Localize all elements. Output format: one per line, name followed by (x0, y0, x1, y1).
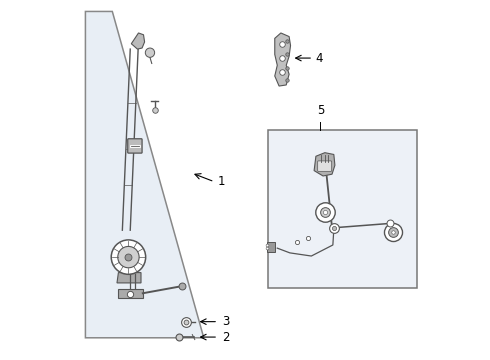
Text: 5: 5 (317, 104, 324, 117)
Circle shape (118, 247, 139, 268)
Polygon shape (267, 242, 275, 252)
Text: 4: 4 (316, 51, 323, 64)
Text: 1: 1 (218, 175, 225, 188)
FancyBboxPatch shape (318, 161, 332, 171)
Polygon shape (275, 33, 291, 86)
Polygon shape (117, 273, 141, 283)
FancyBboxPatch shape (128, 139, 142, 153)
Polygon shape (85, 12, 204, 338)
Text: 3: 3 (221, 315, 229, 328)
Polygon shape (314, 153, 335, 176)
Text: 2: 2 (221, 330, 229, 343)
Polygon shape (131, 33, 145, 49)
Polygon shape (118, 289, 143, 298)
Circle shape (146, 48, 155, 57)
Bar (269, 130, 417, 288)
Circle shape (111, 240, 146, 274)
